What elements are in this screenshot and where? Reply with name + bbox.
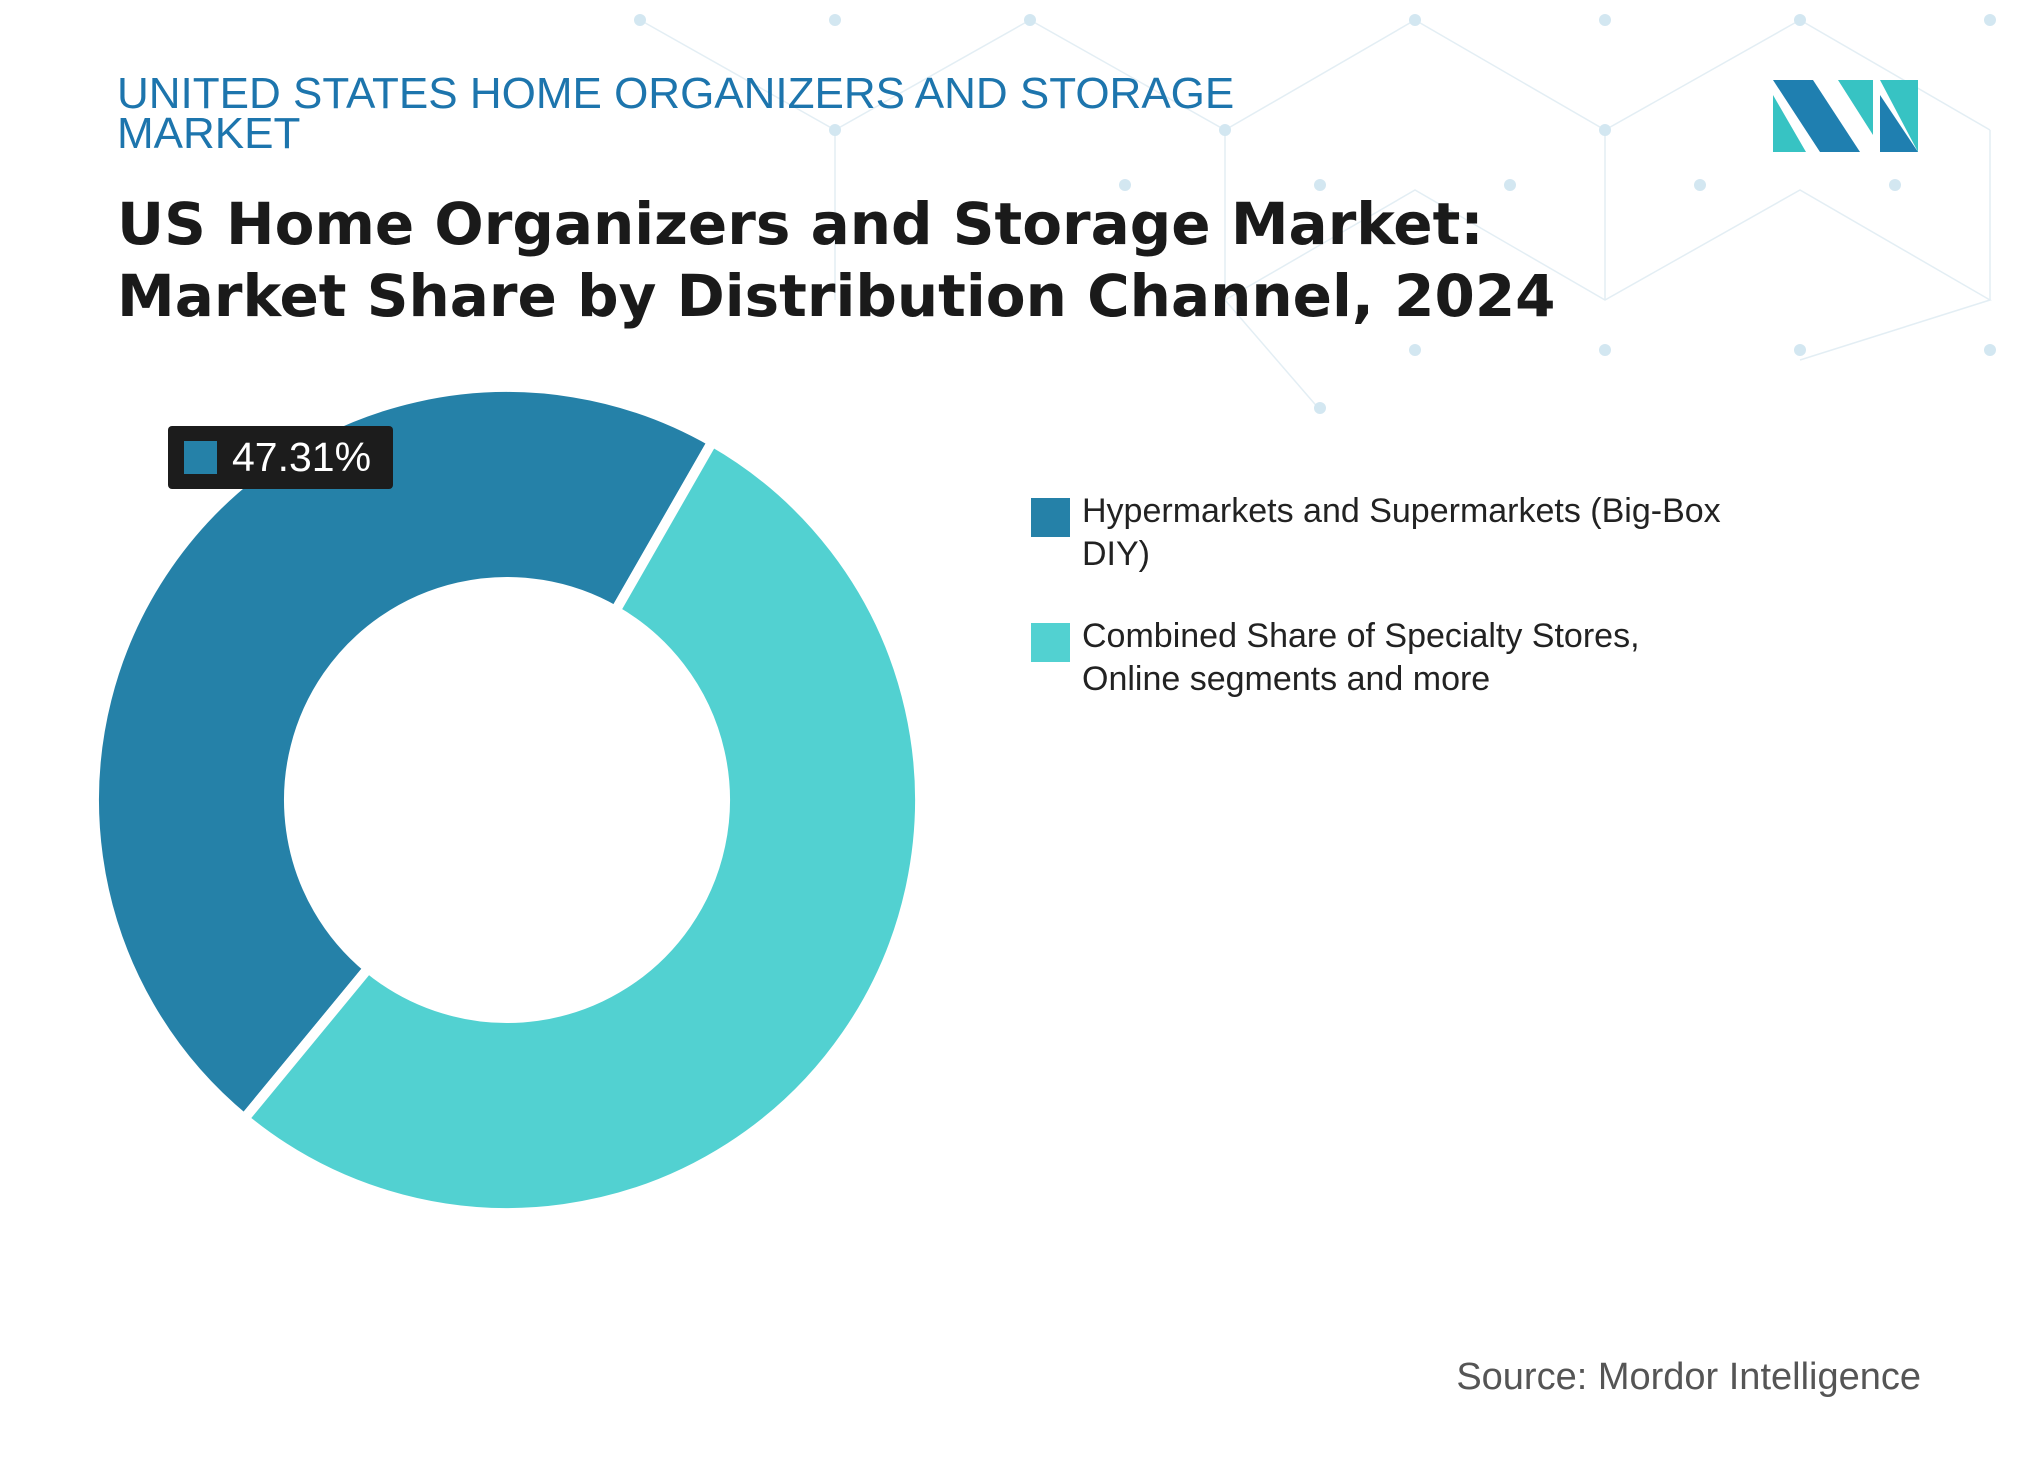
source: Source: Mordor Intelligence bbox=[1456, 1356, 1921, 1398]
donut-slice bbox=[237, 434, 925, 1218]
legend-label: Hypermarkets and Supermarkets (Big-Box D… bbox=[1082, 492, 1721, 573]
value-label-swatch bbox=[184, 441, 217, 474]
legend-swatch bbox=[1031, 623, 1070, 662]
logo bbox=[1773, 80, 1918, 152]
value-label-text: 47.31% bbox=[232, 434, 372, 480]
value-label: 47.31% bbox=[168, 426, 394, 489]
chart-title: US Home Organizers and Storage Market: M… bbox=[117, 190, 1556, 330]
legend-swatch bbox=[1031, 498, 1070, 537]
legend-label: Combined Share of Specialty Stores, Onli… bbox=[1082, 617, 1640, 698]
header: UNITED STATES HOME ORGANIZERS AND STORAG… bbox=[117, 69, 1235, 158]
donut-chart bbox=[89, 382, 925, 1218]
donut-slice bbox=[89, 382, 720, 1126]
